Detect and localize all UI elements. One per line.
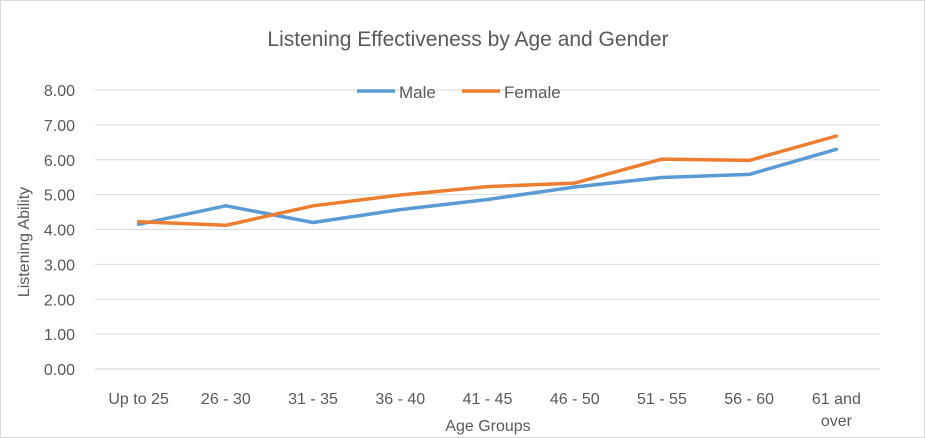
x-axis-ticks: Up to 25 26 - 30 31 - 35 36 - 40 41 - 45 46 -… [108, 391, 860, 430]
y-tick-label: 2.00 [44, 292, 75, 309]
series-line-female [136, 134, 839, 228]
series-line-male [136, 147, 839, 227]
x-tick-label: 56 - 60 [724, 391, 774, 408]
y-tick-label: 6.00 [44, 153, 75, 170]
y-tick-label: 3.00 [44, 257, 75, 274]
y-tick-label: 7.00 [44, 118, 75, 135]
x-tick-label: 51 - 55 [637, 391, 687, 408]
x-tick-label: 31 - 35 [288, 391, 338, 408]
x-tick-label: 26 - 30 [201, 391, 251, 408]
y-axis-ticks: 0.00 1.00 2.00 3.00 4.00 5.00 6.00 7.00 8.00 [44, 83, 75, 379]
y-tick-label: 1.00 [44, 327, 75, 344]
chart-title: Listening Effectiveness by Age and Gende… [267, 28, 668, 51]
y-axis-title: Listening Ability [16, 187, 33, 297]
y-tick-label: 8.00 [44, 83, 75, 100]
x-axis-title: Age Groups [445, 418, 530, 435]
y-tick-label: 5.00 [44, 188, 75, 205]
legend: Male Female [357, 83, 561, 102]
legend-label-male: Male [399, 83, 436, 102]
x-tick-label: 36 - 40 [375, 391, 425, 408]
x-tick-label: Up to 25 [108, 391, 169, 408]
y-tick-label: 0.00 [44, 362, 75, 379]
y-tick-label: 4.00 [44, 223, 75, 240]
x-tick-label: 61 and over [812, 391, 861, 430]
series-layer [136, 134, 839, 228]
x-tick-label: 41 - 45 [463, 391, 513, 408]
legend-label-female: Female [504, 83, 561, 102]
x-tick-label: 46 - 50 [550, 391, 600, 408]
gridlines [95, 89, 880, 370]
